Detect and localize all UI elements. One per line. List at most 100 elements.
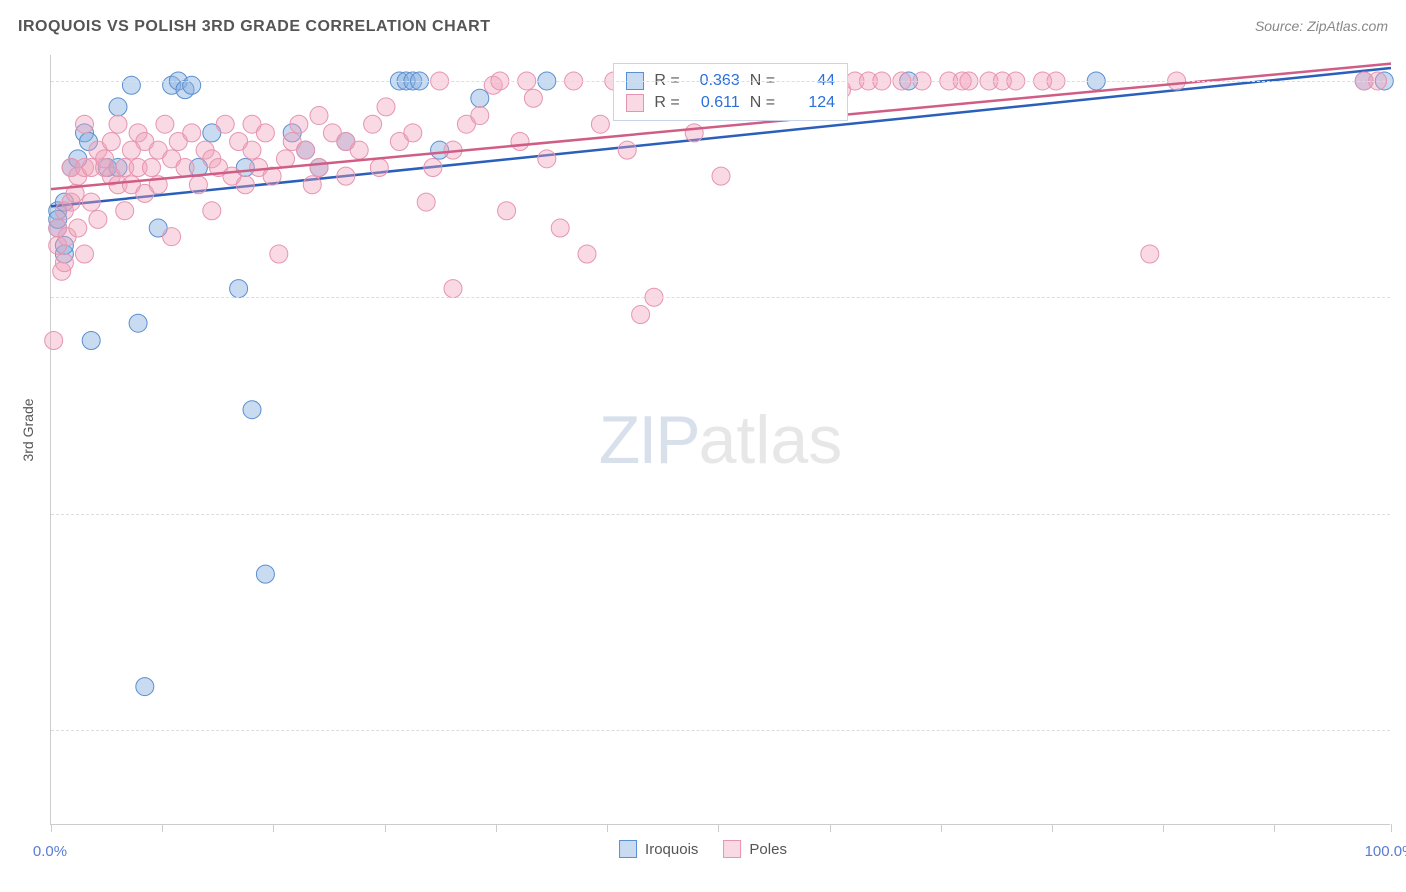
scatter-point xyxy=(297,141,315,159)
x-tick xyxy=(1391,824,1392,832)
x-tick xyxy=(941,824,942,832)
y-tick-label: 97.5% xyxy=(1402,289,1406,305)
chart-title: IROQUOIS VS POLISH 3RD GRADE CORRELATION… xyxy=(18,18,491,35)
scatter-point xyxy=(203,202,221,220)
scatter-point xyxy=(76,245,94,263)
x-tick xyxy=(1052,824,1053,832)
scatter-point xyxy=(712,167,730,185)
scatter-point xyxy=(424,158,442,176)
x-tick xyxy=(718,824,719,832)
scatter-point xyxy=(310,158,328,176)
scatter-point xyxy=(632,306,650,324)
scatter-point xyxy=(129,314,147,332)
y-tick-label: 95.0% xyxy=(1402,506,1406,522)
scatter-point xyxy=(183,76,201,94)
scatter-point xyxy=(55,254,73,272)
scatter-point xyxy=(82,193,100,211)
scatter-point xyxy=(89,210,107,228)
scatter-point xyxy=(236,176,254,194)
scatter-point xyxy=(498,202,516,220)
scatter-point xyxy=(591,115,609,133)
scatter-point xyxy=(685,124,703,142)
y-tick-label: 92.5% xyxy=(1402,722,1406,738)
stats-legend-box: R =0.363N =44R =0.611N =124 xyxy=(613,63,848,121)
scatter-point xyxy=(471,107,489,125)
scatter-point xyxy=(471,89,489,107)
scatter-point xyxy=(122,76,140,94)
scatter-point xyxy=(618,141,636,159)
scatter-point xyxy=(1141,245,1159,263)
x-tick-label: 0.0% xyxy=(33,843,67,860)
scatter-point xyxy=(303,176,321,194)
scatter-point xyxy=(524,89,542,107)
scatter-point xyxy=(69,219,87,237)
x-tick xyxy=(273,824,274,832)
series-swatch-icon xyxy=(626,94,644,112)
scatter-point xyxy=(243,401,261,419)
x-tick xyxy=(385,824,386,832)
gridline-h xyxy=(51,297,1390,298)
stat-r-label: R = xyxy=(654,94,679,112)
scatter-point xyxy=(270,245,288,263)
scatter-point xyxy=(76,115,94,133)
header: IROQUOIS VS POLISH 3RD GRADE CORRELATION… xyxy=(18,18,1388,48)
scatter-point xyxy=(404,124,422,142)
scatter-point xyxy=(102,133,120,151)
scatter-point xyxy=(551,219,569,237)
x-tick xyxy=(607,824,608,832)
scatter-point xyxy=(256,565,274,583)
x-tick-label: 100.0% xyxy=(1365,843,1406,860)
scatter-point xyxy=(109,115,127,133)
scatter-point xyxy=(350,141,368,159)
scatter-point xyxy=(370,158,388,176)
scatter-point xyxy=(417,193,435,211)
scatter-point xyxy=(511,133,529,151)
x-tick xyxy=(1274,824,1275,832)
scatter-point xyxy=(310,107,328,125)
scatter-point xyxy=(277,150,295,168)
plot-outer: ZIPatlas R =0.363N =44R =0.611N =124 92.… xyxy=(50,55,1390,825)
x-tick xyxy=(162,824,163,832)
scatter-point xyxy=(189,176,207,194)
scatter-point xyxy=(143,158,161,176)
legend-item: Iroquois xyxy=(619,840,698,858)
chart-container: IROQUOIS VS POLISH 3RD GRADE CORRELATION… xyxy=(0,0,1406,892)
scatter-point xyxy=(578,245,596,263)
legend-swatch-icon xyxy=(723,840,741,858)
gridline-h xyxy=(51,81,1390,82)
scatter-point xyxy=(243,141,261,159)
scatter-point xyxy=(109,98,127,116)
scatter-point xyxy=(176,158,194,176)
scatter-point xyxy=(337,167,355,185)
stat-n-label: N = xyxy=(750,94,775,112)
x-tick xyxy=(1163,824,1164,832)
scatter-point xyxy=(256,124,274,142)
legend-bottom: Iroquois Poles xyxy=(619,840,787,858)
scatter-point xyxy=(216,115,234,133)
scatter-point xyxy=(364,115,382,133)
gridline-h xyxy=(51,514,1390,515)
stats-row: R = 0.611 N = 124 xyxy=(626,92,835,114)
scatter-point xyxy=(116,202,134,220)
gridline-h xyxy=(51,730,1390,731)
x-tick xyxy=(51,824,52,832)
source-label: Source: ZipAtlas.com xyxy=(1255,18,1388,34)
y-axis-label: 3rd Grade xyxy=(20,398,36,461)
legend-label: Iroquois xyxy=(645,841,698,858)
plot-svg xyxy=(51,55,1390,824)
x-tick xyxy=(496,824,497,832)
legend-swatch-icon xyxy=(619,840,637,858)
scatter-point xyxy=(45,332,63,350)
scatter-point xyxy=(290,115,308,133)
scatter-point xyxy=(444,280,462,298)
scatter-point xyxy=(538,150,556,168)
plot-area: ZIPatlas R =0.363N =44R =0.611N =124 92.… xyxy=(50,55,1390,825)
scatter-point xyxy=(163,228,181,246)
scatter-point xyxy=(183,124,201,142)
scatter-point xyxy=(156,115,174,133)
stat-r-value: 0.611 xyxy=(690,94,740,112)
x-tick xyxy=(830,824,831,832)
scatter-point xyxy=(96,150,114,168)
legend-label: Poles xyxy=(749,841,787,858)
stat-n-value: 124 xyxy=(785,94,835,112)
